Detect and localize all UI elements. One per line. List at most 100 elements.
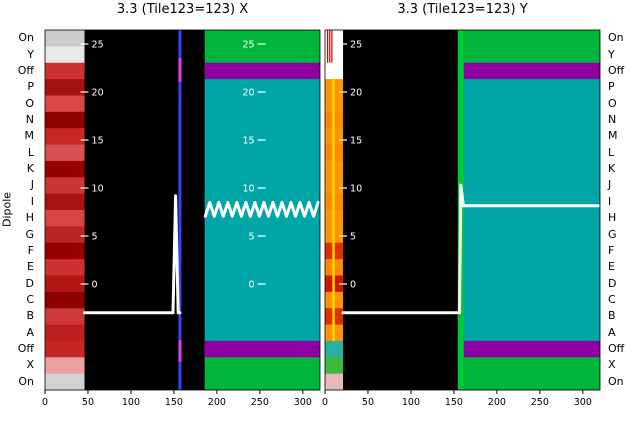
band-cell: [460, 177, 600, 195]
band-cell: [460, 46, 600, 64]
inner-tick-label: 25: [242, 40, 254, 51]
band-cell: [460, 275, 600, 293]
heat-strip-cell: [325, 357, 344, 375]
x-tick-label: 150: [445, 397, 463, 408]
row-label-left: A: [26, 325, 34, 339]
heat-strip-cell: [45, 160, 85, 178]
band-cell: [460, 160, 600, 178]
row-label-right: E: [608, 260, 615, 274]
band-cell: [460, 210, 600, 227]
inner-tick-label: 0: [350, 280, 356, 291]
heat-strip-cell: [325, 340, 344, 358]
row-labels-right: On Y Off P O N M L K J I H G F E D C B A Off X On: [606, 0, 640, 440]
band-cell: [204, 30, 320, 47]
inner-tick-label: 20: [242, 88, 254, 99]
inner-tick-label: 10: [92, 184, 104, 195]
band-cell: [460, 340, 600, 358]
heat-strip-cell: [45, 79, 85, 96]
x-tick-label: 0: [42, 397, 48, 408]
row-label-right: G: [608, 227, 617, 241]
row-label-right: N: [608, 113, 617, 126]
heat-strip-cell: [45, 291, 85, 309]
x-tick-label: 50: [82, 397, 94, 408]
row-label-right: L: [608, 145, 615, 159]
data-line: [83, 194, 182, 315]
row-label-left: J: [30, 178, 34, 192]
band-cell: [460, 30, 600, 47]
heat-strip-cell: [45, 46, 85, 64]
row-label-right: M: [608, 129, 618, 143]
heat-strip-cell: [325, 62, 344, 80]
x-tick-label: 200: [488, 397, 506, 408]
band-cell: [204, 79, 320, 96]
inner-tick-label: 25: [350, 40, 362, 51]
band-cell: [460, 308, 600, 326]
row-label-left: Off: [17, 342, 34, 356]
heat-strip-cell: [325, 373, 344, 391]
vline-accent: [178, 340, 182, 362]
panel-border: [324, 29, 601, 391]
row-label-left: X: [26, 358, 34, 372]
heat-strip-cell: [45, 340, 85, 358]
row-label-left: On: [18, 31, 34, 45]
heat-strip-cell: [45, 144, 85, 162]
band-cell: [204, 128, 320, 146]
row-label-left: M: [24, 129, 35, 143]
row-label-left: On: [18, 374, 34, 388]
panel-title-y: 3.3 (Tile123=123) Y: [397, 2, 528, 17]
row-label-right: X: [608, 358, 616, 372]
inner-tick-label: 5: [350, 232, 356, 243]
heat-strip-cell: [45, 177, 85, 195]
band-cell: [204, 373, 320, 391]
band-cell: [204, 226, 320, 244]
band-cell: [204, 259, 320, 276]
row-label-left: I: [30, 194, 34, 208]
row-label-right: H: [608, 211, 617, 225]
band-cell: [204, 46, 320, 64]
x-tick-label: 0: [322, 397, 328, 408]
inner-tick-label: 5: [249, 232, 255, 243]
heat-strip-cell: [45, 373, 85, 391]
row-label-right: A: [608, 325, 616, 339]
heat-strip-cell: [45, 210, 85, 227]
band-cell: [204, 324, 320, 342]
band-cell: [460, 242, 600, 260]
band-cell: [204, 144, 320, 162]
heat-strip-cell: [45, 30, 85, 47]
band-cell: [460, 357, 600, 375]
band-cell: [204, 95, 320, 113]
row-labels-left: On Y Off P O N M L K J I H G F E D C B A Off X On: [0, 0, 38, 440]
row-label-right: C: [608, 293, 616, 306]
x-tick-label: 200: [208, 397, 226, 408]
boundary-vline: [178, 30, 182, 390]
panel-title-x: 3.3 (Tile123=123) X: [116, 2, 249, 17]
band-cell: [460, 259, 600, 276]
inner-tick-label: 15: [242, 136, 254, 147]
x-tick-label: 250: [531, 397, 549, 408]
row-label-right: D: [608, 276, 617, 290]
inner-tick-label: 20: [350, 88, 362, 99]
row-label-right: K: [608, 162, 616, 176]
band-cell: [204, 357, 320, 375]
band-cell: [460, 62, 600, 80]
row-label-right: I: [608, 194, 612, 208]
row-label-right: O: [608, 96, 617, 110]
x-tick-label: 100: [122, 397, 140, 408]
band-cell: [204, 242, 320, 260]
heat-strip-cell: [45, 308, 85, 326]
band-cell: [204, 340, 320, 358]
row-label-right: F: [608, 243, 615, 257]
row-label-left: P: [27, 80, 34, 94]
heat-strip-cell: [45, 357, 85, 375]
row-label-left: K: [26, 162, 34, 176]
band-cell: [460, 373, 600, 391]
band-cell: [460, 111, 600, 129]
inner-tick-label: 10: [242, 184, 254, 195]
inner-tick-label: 5: [92, 232, 98, 243]
row-label-left: B: [26, 309, 34, 323]
row-label-right: Off: [608, 342, 625, 356]
data-line: [203, 200, 320, 218]
band-cell: [204, 62, 320, 80]
band-cell: [460, 95, 600, 113]
